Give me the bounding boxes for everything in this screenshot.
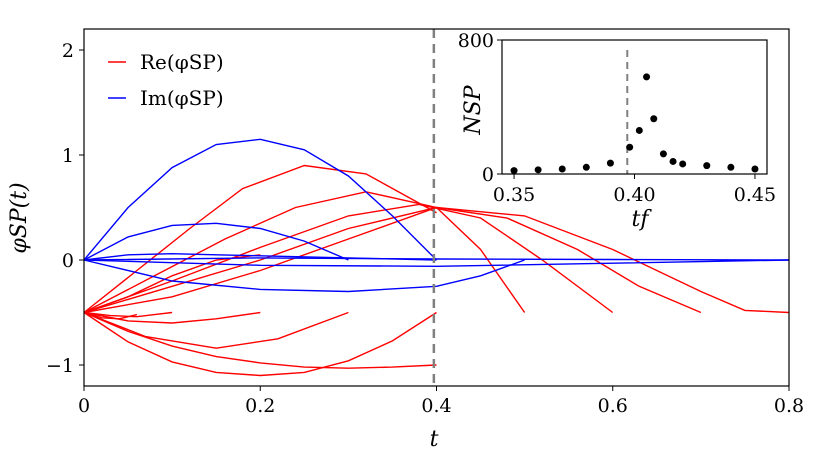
main-x-ticks: 0 0.2 0.4 0.6 0.8 <box>78 386 804 417</box>
series-line-3 <box>83 311 437 377</box>
main-xtick-label: 0.8 <box>774 395 804 417</box>
inset-point-4 <box>606 159 614 167</box>
inset-point-6 <box>635 126 643 134</box>
inset-xtick-label: 0.35 <box>493 184 535 206</box>
inset-point-11 <box>679 160 687 168</box>
main-ytick-label: 2 <box>62 40 74 62</box>
inset-background <box>502 40 767 174</box>
main-xtick-label: 0.2 <box>245 395 275 417</box>
inset-xtick-label: 0.40 <box>613 184 655 206</box>
series-line-8 <box>83 203 614 314</box>
inset-point-10 <box>669 157 677 165</box>
inset-x-axis-label: tf <box>632 207 653 232</box>
series-line-5 <box>83 311 138 320</box>
series-line-12 <box>83 138 437 261</box>
inset-y-ticks: 0 800 <box>458 30 502 186</box>
inset-ytick-label: 800 <box>458 30 494 52</box>
inset-point-0 <box>510 167 518 175</box>
inset-points-group <box>510 73 759 175</box>
series-line-4 <box>83 311 437 369</box>
series-line-10 <box>83 206 790 314</box>
inset-point-2 <box>558 165 566 173</box>
main-ytick-label: 0 <box>62 250 74 272</box>
series-line-17 <box>83 257 790 261</box>
inset-ytick-label: 0 <box>482 164 494 186</box>
inset-xtick-label: 0.45 <box>734 184 776 206</box>
series-line-6 <box>83 164 437 314</box>
main-ytick-label: 1 <box>62 145 74 167</box>
inset-point-7 <box>643 73 651 81</box>
main-x-axis-label: t <box>430 427 439 452</box>
series-line-7 <box>83 191 526 314</box>
inset-point-3 <box>582 163 590 171</box>
inset-y-axis-label: NSP <box>461 84 486 135</box>
main-xtick-label: 0.4 <box>421 395 451 417</box>
inset-point-1 <box>534 166 542 174</box>
inset-point-14 <box>751 165 759 173</box>
inset-point-13 <box>727 163 735 171</box>
series-line-13 <box>83 222 349 261</box>
inset-point-12 <box>703 162 711 170</box>
main-series-group <box>83 138 790 377</box>
main-y-axis-label: φSP(t) <box>7 182 32 253</box>
legend: Re(φSP) Im(φSP) <box>108 50 224 110</box>
main-xtick-label: 0 <box>78 395 90 417</box>
main-y-ticks: −1 0 1 2 <box>46 40 84 377</box>
legend-re-label: Re(φSP) <box>140 50 224 74</box>
inset-point-5 <box>626 143 634 151</box>
main-ytick-label: −1 <box>46 355 74 377</box>
legend-im-label: Im(φSP) <box>140 86 224 110</box>
inset-x-ticks: 0.35 0.40 0.45 <box>493 174 776 206</box>
inset-plot: 0.35 0.40 0.45 0 800 tf NSP <box>458 30 776 232</box>
series-line-16 <box>83 259 790 268</box>
series-line-0 <box>83 311 173 318</box>
series-line-2 <box>83 311 349 349</box>
series-line-11 <box>83 254 261 314</box>
series-line-15 <box>83 259 525 293</box>
inset-point-8 <box>650 115 658 123</box>
main-xtick-label: 0.6 <box>598 395 628 417</box>
inset-point-9 <box>659 150 667 158</box>
